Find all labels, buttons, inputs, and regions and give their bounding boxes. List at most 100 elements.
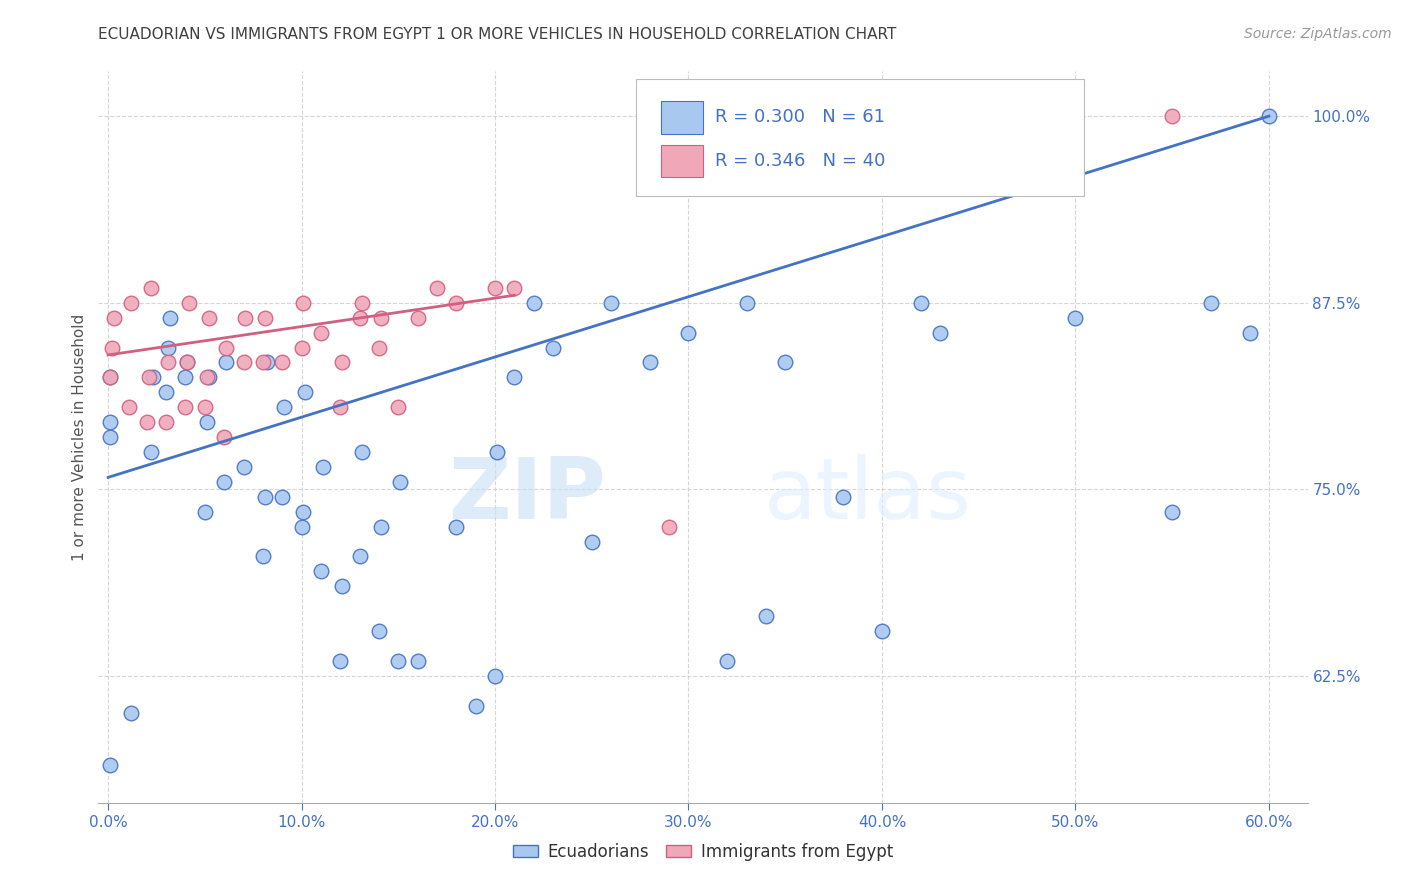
Point (446, 295, 468, 310)
Point (1199, 295, 1222, 310)
Point (157, 355, 180, 369)
Text: Source: ZipAtlas.com: Source: ZipAtlas.com (1244, 27, 1392, 41)
Point (157, 341, 180, 355)
Point (387, 401, 409, 415)
Point (1161, 505, 1184, 519)
Point (484, 281, 506, 295)
Point (309, 565, 332, 579)
Point (232, 459, 254, 474)
Point (581, 534, 603, 549)
Point (197, 310, 219, 325)
Point (212, 430, 235, 444)
Text: ECUADORIAN VS IMMIGRANTS FROM EGYPT 1 OR MORE VEHICLES IN HOUSEHOLD CORRELATION : ECUADORIAN VS IMMIGRANTS FROM EGYPT 1 OR… (98, 27, 897, 42)
Point (271, 355, 294, 369)
Point (735, 295, 758, 310)
Point (426, 281, 449, 295)
Point (503, 370, 526, 384)
Point (389, 475, 412, 489)
Point (252, 549, 274, 564)
Point (309, 326, 332, 340)
Point (195, 370, 218, 384)
Point (503, 281, 526, 295)
Point (253, 310, 276, 325)
Point (176, 355, 198, 369)
Point (1257, 109, 1279, 123)
Point (406, 654, 429, 668)
Point (155, 415, 177, 429)
Point (485, 445, 508, 459)
Point (1161, 109, 1184, 123)
Point (215, 355, 238, 369)
Point (387, 654, 409, 668)
Point (678, 326, 700, 340)
Point (406, 310, 429, 325)
Point (832, 490, 855, 504)
Point (312, 459, 335, 474)
Point (176, 355, 198, 369)
Point (910, 295, 932, 310)
Point (194, 401, 217, 415)
Point (159, 310, 181, 325)
Point (138, 370, 160, 384)
Point (273, 401, 295, 415)
Point (195, 415, 218, 429)
Point (142, 370, 165, 384)
Point (98, 430, 121, 444)
Point (292, 505, 315, 519)
Point (179, 295, 201, 310)
Point (294, 385, 316, 400)
FancyBboxPatch shape (637, 78, 1084, 195)
Point (98, 415, 121, 429)
Point (103, 310, 125, 325)
Point (101, 341, 124, 355)
Point (541, 341, 564, 355)
Point (755, 609, 778, 624)
Point (197, 370, 219, 384)
Point (174, 370, 197, 384)
FancyBboxPatch shape (661, 145, 703, 178)
Point (349, 549, 371, 564)
Point (194, 505, 217, 519)
Point (232, 355, 254, 369)
Point (370, 519, 392, 533)
Point (368, 624, 391, 639)
Point (773, 355, 796, 369)
Point (98, 370, 121, 384)
Text: atlas: atlas (763, 454, 972, 537)
Point (292, 295, 315, 310)
Point (638, 355, 661, 369)
Point (330, 355, 353, 369)
Point (155, 385, 177, 400)
Point (329, 401, 352, 415)
Text: R = 0.346   N = 40: R = 0.346 N = 40 (716, 152, 886, 169)
Point (290, 341, 312, 355)
Point (253, 490, 276, 504)
Point (120, 295, 142, 310)
Point (368, 341, 391, 355)
Point (330, 579, 353, 593)
Legend: Ecuadorians, Immigrants from Egypt: Ecuadorians, Immigrants from Egypt (506, 837, 900, 868)
Point (350, 445, 373, 459)
Point (212, 475, 235, 489)
Point (484, 669, 506, 683)
Point (464, 698, 486, 713)
FancyBboxPatch shape (661, 101, 703, 134)
Text: R = 0.300   N = 61: R = 0.300 N = 61 (716, 108, 886, 126)
Point (98, 758, 121, 772)
Point (235, 310, 257, 325)
Point (139, 445, 162, 459)
Point (1239, 326, 1261, 340)
Point (349, 310, 371, 325)
Point (256, 355, 278, 369)
Point (370, 310, 392, 325)
Point (290, 519, 312, 533)
Point (329, 654, 352, 668)
Point (139, 281, 162, 295)
Y-axis label: 1 or more Vehicles in Household: 1 or more Vehicles in Household (72, 313, 87, 561)
Point (174, 401, 197, 415)
Point (135, 415, 157, 429)
Point (658, 519, 681, 533)
Point (870, 624, 893, 639)
Point (523, 295, 546, 310)
Text: ZIP: ZIP (449, 454, 606, 537)
